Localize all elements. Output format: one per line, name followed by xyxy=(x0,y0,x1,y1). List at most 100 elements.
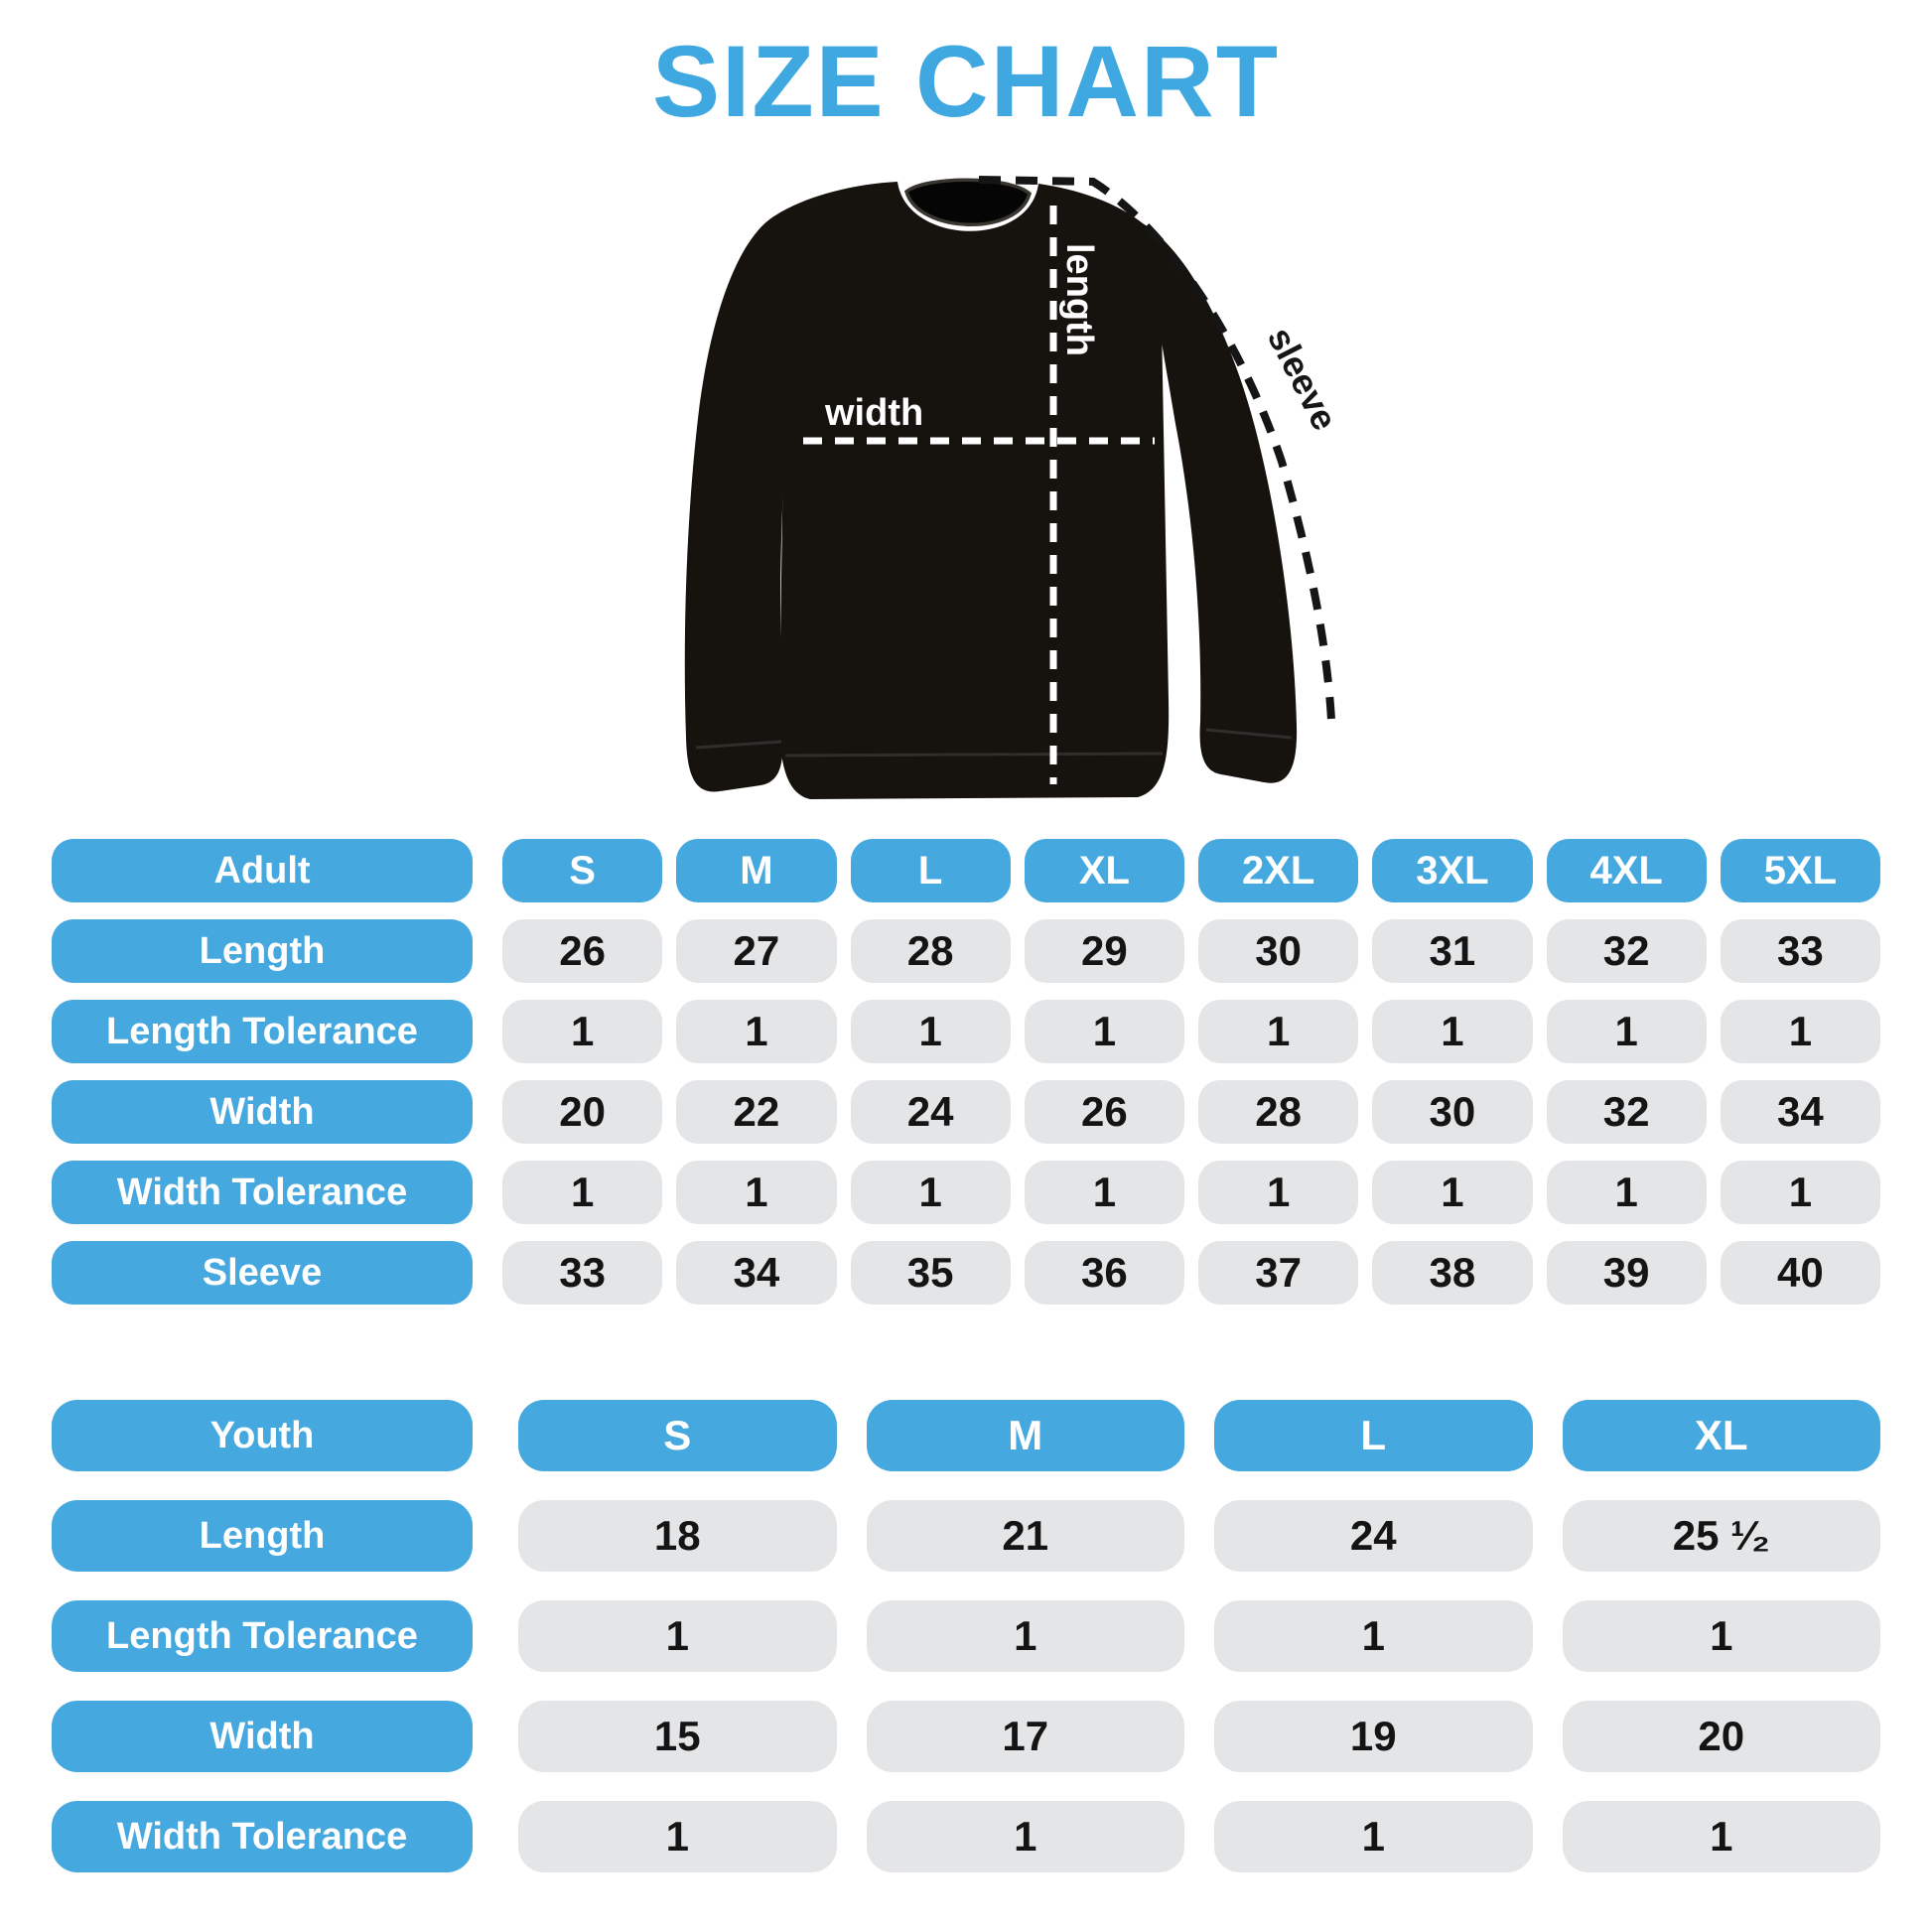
value-cell: 1 xyxy=(866,1600,1184,1672)
size-header-pill: S xyxy=(502,839,663,902)
value-cell: 1 xyxy=(1562,1600,1880,1672)
size-header-pill: L xyxy=(850,839,1011,902)
value-cell: 1 xyxy=(850,1000,1011,1063)
value-cell: 1 xyxy=(518,1600,837,1672)
youth-length-row: Length 18 21 24 25 ¹⁄₂ xyxy=(52,1500,1880,1572)
value-cell: 1 xyxy=(1546,1000,1707,1063)
row-label-pill: Sleeve xyxy=(52,1241,473,1305)
row-label-pill: Width xyxy=(52,1701,473,1772)
size-chart-page: SIZE CHART width length sleeve xyxy=(0,24,1932,1932)
row-label-pill: Width Tolerance xyxy=(52,1161,473,1224)
value-cell: 1 xyxy=(1562,1801,1880,1872)
value-cell: 1 xyxy=(1372,1161,1533,1224)
row-label-pill: Youth xyxy=(52,1400,473,1471)
value-cell: 31 xyxy=(1372,919,1533,983)
value-cell: 19 xyxy=(1214,1701,1533,1772)
size-header-pill: 5XL xyxy=(1720,839,1880,902)
value-cell: 40 xyxy=(1720,1241,1880,1305)
size-header-pill: S xyxy=(518,1400,837,1471)
tables-area: Adult S M L XL 2XL 3XL 4XL 5XL Length 26… xyxy=(0,839,1932,1872)
value-cell: 1 xyxy=(1024,1000,1184,1063)
value-cell: 37 xyxy=(1198,1241,1359,1305)
width-label: width xyxy=(824,392,923,434)
value-cell: 1 xyxy=(518,1801,837,1872)
adult-length-tolerance-row: Length Tolerance 1 1 1 1 1 1 1 1 xyxy=(52,1000,1880,1063)
sleeve-line xyxy=(978,176,1335,721)
left-cuff-seam xyxy=(695,740,782,750)
value-cell: 1 xyxy=(1198,1161,1359,1224)
value-cell: 38 xyxy=(1372,1241,1533,1305)
value-cell: 25 ¹⁄₂ xyxy=(1562,1500,1880,1572)
value-cell: 1 xyxy=(1214,1801,1533,1872)
value-cell: 28 xyxy=(1198,1080,1359,1144)
value-cell: 1 xyxy=(1198,1000,1359,1063)
value-cell: 1 xyxy=(502,1000,663,1063)
value-cell: 18 xyxy=(518,1500,837,1572)
size-chart-figure: width length sleeve xyxy=(597,144,1351,839)
value-cell: 15 xyxy=(518,1701,837,1772)
value-cell: 34 xyxy=(1720,1080,1880,1144)
size-header-pill: XL xyxy=(1562,1400,1880,1471)
size-header-pill: L xyxy=(1214,1400,1533,1471)
youth-length-tolerance-row: Length Tolerance 1 1 1 1 xyxy=(52,1600,1880,1672)
row-label-pill: Width Tolerance xyxy=(52,1801,473,1872)
value-cell: 36 xyxy=(1024,1241,1184,1305)
value-cell: 1 xyxy=(850,1161,1011,1224)
sweatshirt-left-sleeve xyxy=(684,215,792,792)
value-cell: 30 xyxy=(1198,919,1359,983)
value-cell: 32 xyxy=(1546,919,1707,983)
value-cell: 29 xyxy=(1024,919,1184,983)
size-header-pill: M xyxy=(676,839,837,902)
value-cell: 26 xyxy=(1024,1080,1184,1144)
adult-width-row: Width 20 22 24 26 28 30 32 34 xyxy=(52,1080,1880,1144)
value-cell: 1 xyxy=(676,1000,837,1063)
value-cell: 1 xyxy=(1372,1000,1533,1063)
adult-width-tolerance-row: Width Tolerance 1 1 1 1 1 1 1 1 xyxy=(52,1161,1880,1224)
value-cell: 26 xyxy=(502,919,663,983)
row-label-pill: Length xyxy=(52,919,473,983)
length-label: length xyxy=(1058,243,1100,356)
size-header-pill: XL xyxy=(1024,839,1184,902)
value-cell: 35 xyxy=(850,1241,1011,1305)
value-cell: 33 xyxy=(502,1241,663,1305)
size-header-pill: 2XL xyxy=(1198,839,1359,902)
value-cell: 1 xyxy=(502,1161,663,1224)
row-label-pill: Length Tolerance xyxy=(52,1600,473,1672)
youth-width-row: Width 15 17 19 20 xyxy=(52,1701,1880,1772)
hem-seam xyxy=(784,752,1164,758)
right-cuff-seam xyxy=(1205,728,1293,740)
row-label-pill: Width xyxy=(52,1080,473,1144)
row-label-pill: Length Tolerance xyxy=(52,1000,473,1063)
value-cell: 1 xyxy=(1214,1600,1533,1672)
value-cell: 39 xyxy=(1546,1241,1707,1305)
value-cell: 1 xyxy=(1720,1161,1880,1224)
value-cell: 33 xyxy=(1720,919,1880,983)
adult-length-row: Length 26 27 28 29 30 31 32 33 xyxy=(52,919,1880,983)
value-cell: 1 xyxy=(866,1801,1184,1872)
value-cell: 20 xyxy=(502,1080,663,1144)
size-header-pill: 4XL xyxy=(1546,839,1707,902)
adult-table: Adult S M L XL 2XL 3XL 4XL 5XL Length 26… xyxy=(52,839,1880,1305)
adult-sleeve-row: Sleeve 33 34 35 36 37 38 39 40 xyxy=(52,1241,1880,1305)
value-cell: 28 xyxy=(850,919,1011,983)
value-cell: 34 xyxy=(676,1241,837,1305)
value-cell: 1 xyxy=(1720,1000,1880,1063)
value-cell: 17 xyxy=(866,1701,1184,1772)
value-cell: 27 xyxy=(676,919,837,983)
value-cell: 22 xyxy=(676,1080,837,1144)
value-cell: 30 xyxy=(1372,1080,1533,1144)
value-cell: 20 xyxy=(1562,1701,1880,1772)
youth-header-row: Youth S M L XL xyxy=(52,1400,1880,1471)
value-cell: 24 xyxy=(1214,1500,1533,1572)
value-cell: 1 xyxy=(1024,1161,1184,1224)
sleeve-label: sleeve xyxy=(1260,321,1346,437)
value-cell: 24 xyxy=(850,1080,1011,1144)
size-header-pill: 3XL xyxy=(1372,839,1533,902)
row-label-pill: Adult xyxy=(52,839,473,902)
youth-width-tolerance-row: Width Tolerance 1 1 1 1 xyxy=(52,1801,1880,1872)
value-cell: 1 xyxy=(1546,1161,1707,1224)
value-cell: 21 xyxy=(866,1500,1184,1572)
page-title: SIZE CHART xyxy=(652,25,1280,138)
row-label-pill: Length xyxy=(52,1500,473,1572)
collar-opening xyxy=(903,178,1032,226)
